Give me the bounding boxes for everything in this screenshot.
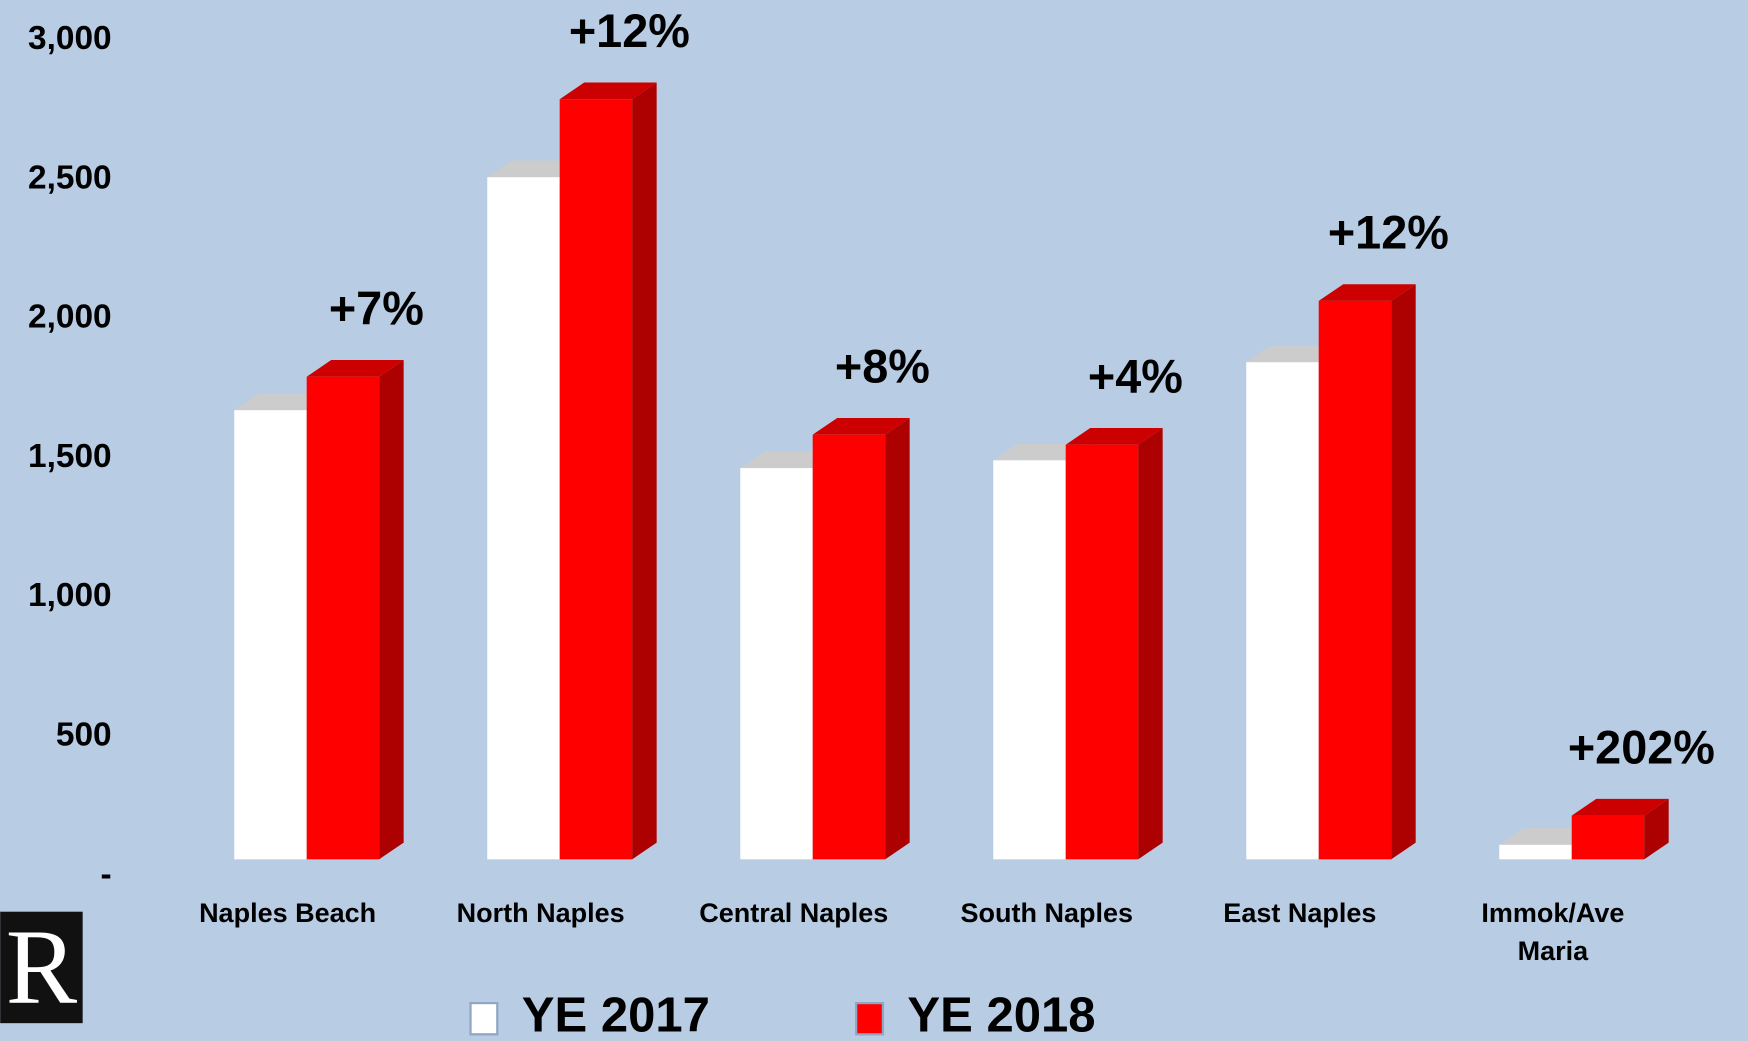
legend-swatch [855, 1001, 885, 1036]
x-tick-label: Central Naples [699, 898, 889, 929]
x-tick-label: East Naples [1223, 898, 1377, 929]
bar-side [885, 417, 910, 860]
bar-top [812, 417, 910, 435]
y-tick-label: 2,000 [28, 299, 112, 336]
bar-side [632, 82, 657, 860]
bar [993, 460, 1066, 860]
bar-top [1065, 427, 1163, 445]
bar [1571, 815, 1645, 860]
bar [306, 376, 380, 860]
logo: R [6, 909, 78, 1027]
annotation: +7% [329, 282, 424, 334]
bar-side [1138, 427, 1163, 860]
bar [487, 177, 560, 860]
y-tick-label: 1,500 [28, 438, 112, 475]
annotation: +202% [1568, 721, 1715, 773]
x-tick-label: Naples Beach [199, 898, 377, 929]
bar-top [1318, 284, 1416, 301]
annotation: +8% [835, 340, 930, 392]
annotation: +12% [569, 5, 690, 57]
legend-label: YE 2018 [907, 989, 1095, 1041]
bar-top [559, 82, 657, 100]
bar-top [306, 360, 404, 377]
bar [1065, 444, 1139, 860]
x-tick-label: Immok/Ave Maria [1481, 898, 1625, 967]
y-tick-label: 3,000 [28, 20, 112, 57]
bar [812, 434, 886, 860]
bar [1318, 300, 1392, 860]
bar [559, 99, 633, 860]
bar-side [1391, 284, 1416, 860]
x-tick-label: North Naples [456, 898, 625, 929]
bar-side [1644, 798, 1669, 860]
bar [1246, 362, 1319, 860]
annotation: +12% [1328, 207, 1449, 259]
y-tick-label: - [100, 856, 111, 893]
legend-swatch [469, 1001, 499, 1036]
bar [1499, 844, 1572, 860]
bar-side [379, 360, 404, 860]
bar [234, 410, 307, 860]
annotation: +4% [1088, 350, 1183, 402]
y-tick-label: 500 [56, 717, 112, 754]
bar [740, 468, 813, 860]
legend-label: YE 2017 [522, 989, 710, 1041]
logo-box [0, 911, 83, 1024]
bar-top [1571, 798, 1669, 816]
x-tick-label: South Naples [960, 898, 1134, 929]
y-tick-label: 1,000 [28, 577, 112, 614]
y-tick-label: 2,500 [28, 159, 112, 196]
